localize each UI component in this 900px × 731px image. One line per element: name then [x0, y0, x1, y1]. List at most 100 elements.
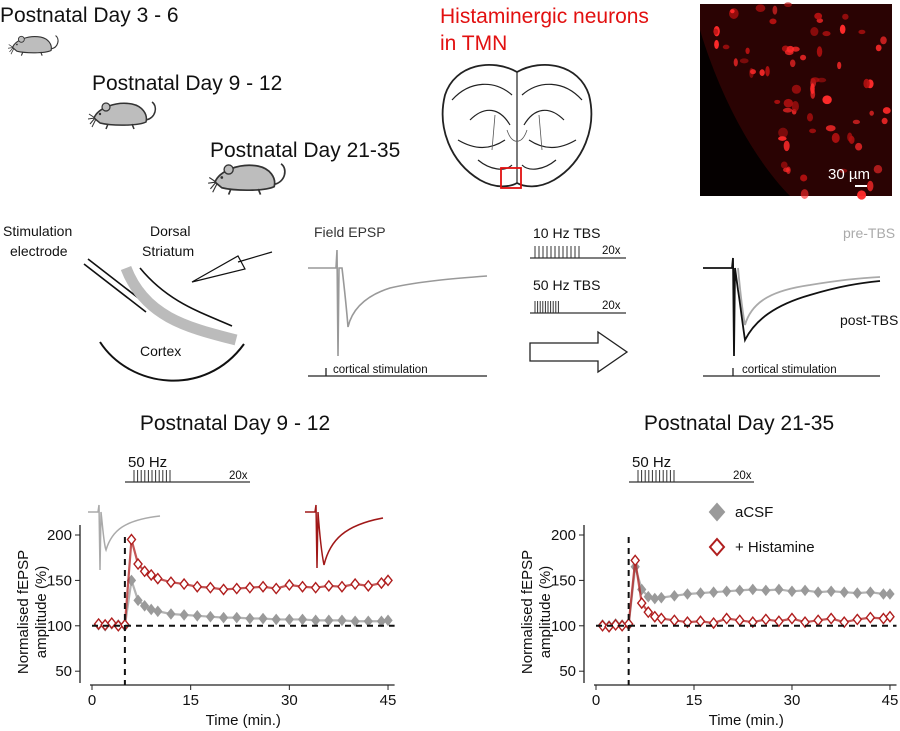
pre-label: pre-TBS: [843, 225, 895, 241]
cell: [882, 107, 891, 114]
slice-schematic: [83, 251, 273, 382]
data-point: [597, 619, 608, 632]
data-point: [800, 584, 810, 597]
y-tick-label: 150: [47, 572, 72, 589]
data-point: [383, 614, 393, 627]
x-tick-label: 30: [281, 692, 298, 709]
data-point: [610, 618, 621, 632]
chart-title: Postnatal Day 9 - 12: [140, 412, 330, 435]
stim-repeats: 20x: [229, 470, 248, 482]
age-label: Postnatal Day 21-35: [210, 139, 400, 162]
x-tick-label: 45: [882, 692, 899, 709]
data-point: [643, 590, 653, 603]
y-axis-label: amplitude (%): [33, 566, 50, 659]
data-point: [383, 574, 393, 587]
data-point: [852, 613, 863, 626]
cell: [800, 189, 809, 199]
stim-label: 50 Hz: [632, 454, 671, 471]
stim-label: cortical stimulation: [742, 364, 837, 376]
cell: [816, 46, 823, 57]
y-tick-label: 200: [47, 527, 72, 544]
cell: [809, 128, 817, 134]
data-point: [774, 583, 784, 596]
cell: [780, 161, 788, 169]
cell: [822, 95, 832, 105]
data-point: [271, 582, 282, 595]
cell: [765, 65, 770, 77]
data-point: [865, 586, 876, 598]
cell: [769, 18, 777, 25]
pre-trace: [737, 267, 881, 326]
x-tick-label: 30: [784, 692, 801, 709]
y-axis-label: amplitude (%): [537, 566, 554, 659]
cell: [839, 168, 848, 173]
data-point: [695, 587, 706, 599]
cell: [755, 4, 766, 12]
data-point: [363, 579, 374, 592]
cell: [847, 132, 853, 142]
cell: [789, 59, 796, 68]
data-point: [245, 612, 255, 625]
data-point: [205, 581, 216, 594]
cell: [855, 142, 863, 151]
y-axis-label: Normalised fEPSP: [15, 550, 32, 674]
data-point: [885, 588, 895, 600]
cell: [837, 61, 842, 70]
data-point: [297, 613, 308, 626]
tbs-protocol: [530, 246, 626, 314]
data-point: [232, 611, 242, 624]
data-point: [735, 584, 745, 597]
data-point: [324, 614, 334, 627]
post-label: post-TBS: [840, 312, 898, 328]
brain-slice: [441, 64, 593, 188]
cell: [810, 89, 816, 99]
data-point: [258, 580, 268, 593]
cell: [750, 69, 756, 75]
region-label: Striatum: [142, 243, 194, 259]
data-point: [133, 557, 143, 571]
data-point: [205, 610, 216, 623]
data-point: [297, 580, 308, 593]
micrograph: [700, 2, 892, 200]
data-point: [146, 603, 156, 616]
protocol-label: 10 Hz TBS: [533, 225, 600, 241]
data-point: [258, 612, 268, 625]
data-point: [179, 609, 189, 621]
cell: [852, 119, 860, 125]
data-point: [284, 578, 295, 592]
data-point: [878, 612, 889, 625]
data-point: [826, 612, 837, 625]
cell: [867, 180, 874, 192]
cell: [791, 84, 802, 94]
mouse-icon: [8, 35, 59, 57]
cell: [774, 99, 781, 105]
legend-marker: [708, 502, 726, 522]
cell: [778, 127, 788, 138]
data-point: [747, 616, 758, 629]
data-point: [166, 608, 176, 620]
protocol-repeats: 20x: [602, 300, 621, 312]
cell: [786, 166, 791, 174]
mouse-icon: [88, 101, 157, 130]
data-point: [787, 612, 797, 625]
cell: [810, 77, 820, 83]
x-tick-label: 45: [380, 692, 397, 709]
data-point: [839, 616, 850, 629]
data-point: [363, 615, 373, 628]
data-point: [153, 605, 163, 618]
data-point: [311, 614, 321, 627]
y-tick-label: 200: [551, 527, 576, 544]
y-tick-label: 150: [551, 572, 576, 589]
histology-label: in TMN: [440, 32, 507, 55]
cell: [873, 164, 883, 174]
x-tick-label: 0: [88, 692, 96, 709]
histology-label: Histaminergic neurons: [440, 5, 649, 28]
cell: [783, 98, 794, 108]
cell: [733, 58, 738, 67]
stim-axis: [703, 368, 880, 377]
cortex-label: Cortex: [140, 343, 181, 359]
cell: [800, 54, 807, 61]
x-tick-label: 0: [592, 692, 600, 709]
